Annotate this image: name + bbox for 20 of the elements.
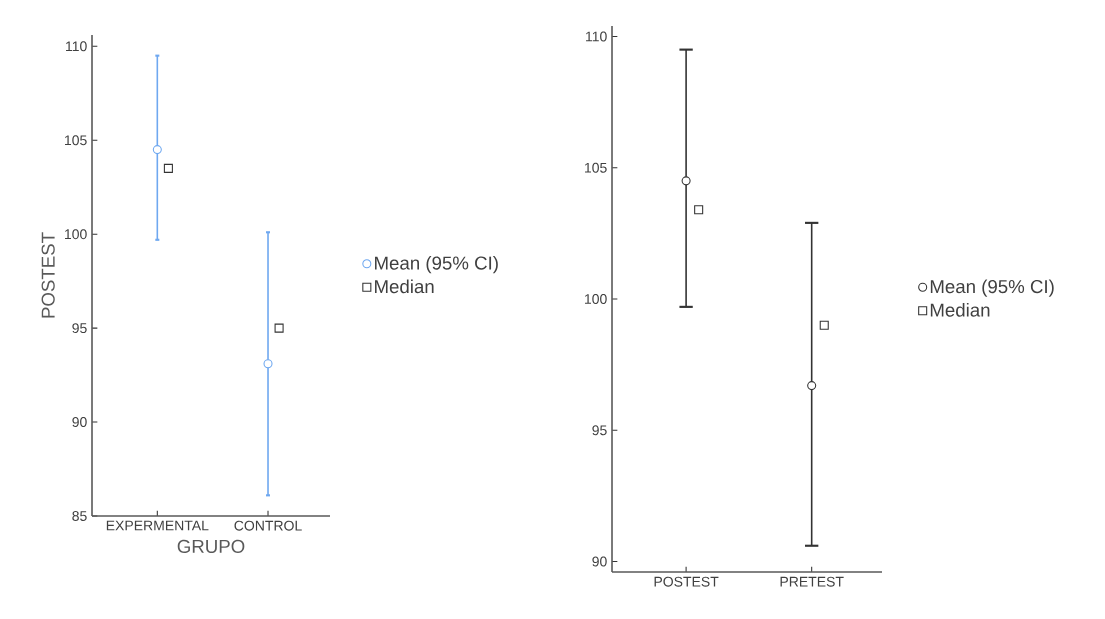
- y-axis-title: POSTEST: [41, 232, 55, 318]
- x-axis-title: GRUPO: [177, 539, 245, 553]
- y-tick-label: 105: [65, 135, 87, 146]
- y-tick-label: 105: [585, 162, 607, 173]
- legend-label: Median: [930, 303, 990, 317]
- x-tick-label: PRETEST: [780, 576, 844, 587]
- y-tick-label: 95: [592, 425, 607, 436]
- y-tick-label: 110: [586, 31, 607, 42]
- y-tick-label: 110: [66, 41, 87, 52]
- legend-label: Median: [375, 279, 434, 294]
- y-tick-label: 100: [585, 294, 607, 304]
- y-tick-label: 100: [65, 229, 87, 240]
- legend-label: Mean (95% CI): [930, 279, 1054, 297]
- y-tick-label: 85: [72, 511, 87, 521]
- x-tick-label: EXPERMENTAL: [106, 520, 209, 531]
- y-tick-label: 90: [592, 556, 607, 567]
- x-tick-label: CONTROL: [234, 520, 302, 531]
- legend-label: Mean (95% CI): [375, 255, 498, 274]
- y-tick-label: 90: [72, 417, 87, 428]
- y-tick-label: 95: [72, 323, 87, 334]
